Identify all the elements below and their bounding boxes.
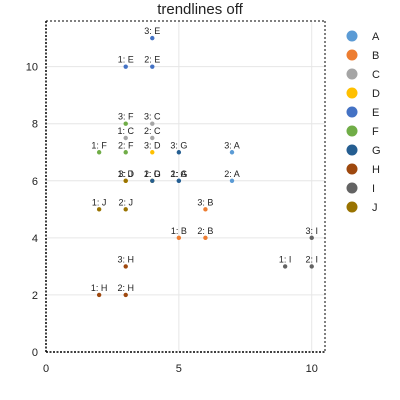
data-label: 2: D (144, 169, 161, 179)
data-label: 2: A (224, 169, 240, 179)
data-label: 1: H (91, 283, 108, 293)
data-point (123, 264, 128, 269)
axes (45, 20, 326, 353)
data-point (229, 150, 235, 155)
data-label: 2: J (118, 197, 133, 207)
x-tick-label: 5 (176, 363, 182, 375)
y-tick-label: 8 (32, 119, 38, 131)
axis-ticks: 0 5 10 0 2 4 6 8 10 (26, 62, 318, 375)
data-label: 3: D (144, 140, 161, 150)
data-label: 1: I (279, 254, 292, 264)
data-label: 2: G (170, 169, 187, 179)
data-point (96, 292, 102, 298)
legend-marker (346, 87, 358, 99)
data-label: 2: F (118, 140, 134, 150)
legend-label: G (372, 145, 381, 157)
data-label: 1: J (92, 197, 107, 207)
legend-marker (346, 125, 358, 137)
data-point (150, 35, 155, 41)
data-point (123, 121, 128, 126)
legend-marker (346, 30, 358, 42)
data-point (150, 178, 155, 183)
legend-label: B (372, 50, 379, 62)
grid-lines (46, 21, 325, 352)
y-tick-label: 2 (32, 290, 38, 302)
data-point (123, 150, 128, 155)
data-label: 2: C (144, 126, 161, 136)
data-points (96, 35, 314, 298)
legend-marker (346, 182, 358, 194)
legend-label: I (372, 183, 375, 195)
legend-label: C (372, 69, 380, 81)
y-tick-label: 0 (32, 347, 38, 359)
y-tick-label: 4 (32, 233, 38, 245)
data-point (123, 178, 128, 183)
legend-marker (346, 106, 358, 118)
data-point (123, 292, 128, 298)
legend-marker (346, 49, 358, 61)
data-label: 3: H (117, 254, 134, 264)
data-label: 3: J (118, 169, 133, 179)
data-label: 3: G (170, 140, 187, 150)
legend-marker (346, 144, 358, 156)
data-label: 2: B (197, 226, 213, 236)
data-label: 1: G (144, 169, 161, 179)
data-label: 1: F (91, 140, 107, 150)
data-label: 1: D (117, 169, 134, 179)
data-point (203, 235, 208, 241)
legend-marker (346, 68, 358, 80)
data-point (309, 264, 314, 269)
data-point (229, 178, 235, 183)
data-label: 2: I (305, 254, 318, 264)
data-point (123, 64, 128, 69)
legend-marker (346, 201, 358, 213)
data-point (176, 235, 182, 241)
data-point (96, 207, 102, 212)
y-tick-label: 6 (32, 176, 38, 188)
y-tick-label: 10 (26, 62, 38, 74)
data-label: 3: A (224, 140, 240, 150)
data-label: 1: A (171, 169, 187, 179)
data-point (123, 135, 128, 141)
data-point (176, 178, 182, 183)
data-label: 3: I (305, 226, 318, 236)
data-label: 2: E (144, 55, 160, 65)
legend-marker (346, 163, 358, 175)
data-label: 1: E (118, 55, 134, 65)
data-point (282, 264, 288, 269)
data-point (123, 207, 128, 212)
legend-label: E (372, 107, 379, 119)
data-label: 3: B (197, 197, 213, 207)
data-label: 3: E (144, 26, 160, 36)
point-labels: 1: A 2: A 3: A 1: B 2: B 3: B 1: C 2: C 3: C 1: D… (91, 26, 318, 293)
data-point (309, 235, 314, 241)
legend-label: A (372, 31, 380, 43)
data-label: 3: F (118, 112, 134, 122)
legend-label: J (372, 202, 378, 214)
legend-label: F (372, 126, 379, 138)
data-point (150, 121, 155, 126)
chart-title: trendlines off (157, 1, 243, 18)
data-point (203, 207, 208, 212)
data-point (150, 135, 155, 141)
data-point (150, 150, 155, 155)
data-point (96, 150, 102, 155)
x-tick-label: 0 (43, 363, 49, 375)
data-label: 2: H (117, 283, 134, 293)
legend-label: H (372, 164, 380, 176)
data-label: 1: B (171, 226, 187, 236)
legend-label: D (372, 88, 380, 100)
data-point (150, 64, 155, 69)
x-tick-label: 10 (306, 363, 318, 375)
data-label: 1: C (117, 126, 134, 136)
data-label: 3: C (144, 112, 161, 122)
data-point (176, 150, 182, 155)
